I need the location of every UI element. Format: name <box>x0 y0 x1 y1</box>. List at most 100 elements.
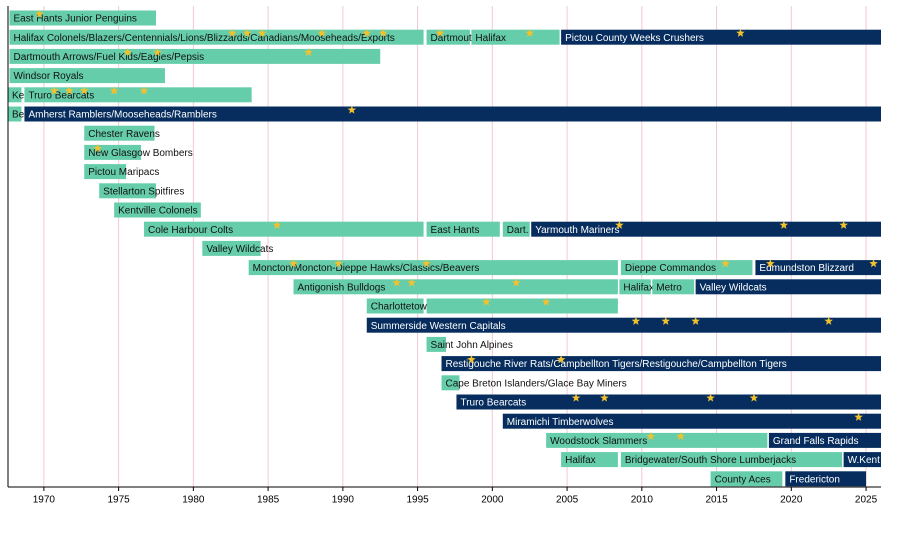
x-tick-label: 2020 <box>780 495 803 506</box>
bar-label: W.Kent <box>848 455 880 466</box>
championship-star <box>378 28 388 37</box>
bar <box>426 221 500 237</box>
bar <box>114 202 201 218</box>
championship-star <box>482 297 491 306</box>
bar <box>84 125 155 141</box>
x-tick-label: 2025 <box>855 495 878 506</box>
championship-star <box>65 86 74 95</box>
bar-label: Halifax <box>623 282 654 293</box>
bar-label: New Glasgow Bombers <box>88 148 192 159</box>
bar-label: Windsor Royals <box>13 71 83 82</box>
championship-star <box>854 412 863 421</box>
championship-star <box>779 220 789 229</box>
championship-star <box>317 28 327 37</box>
bar-label: Valley Wildcats <box>700 282 767 293</box>
championship-star <box>153 47 162 57</box>
bar <box>9 48 381 64</box>
bar-label: Cole Harbour Colts <box>148 225 233 236</box>
bar <box>8 106 22 122</box>
bar <box>620 452 843 468</box>
bar <box>710 471 783 487</box>
bar <box>426 29 470 45</box>
bar-label: Cape Breton Islanders/Glace Bay Miners <box>446 378 627 389</box>
bar-label: East Hants <box>431 225 480 236</box>
championship-star <box>407 278 416 287</box>
bar <box>426 336 446 352</box>
bar <box>24 87 252 103</box>
bar-label: Moncton/Moncton-Dieppe Hawks/Classics/Be… <box>253 263 480 274</box>
bar <box>24 106 882 122</box>
bar-label: Truro Bearcats <box>28 90 94 101</box>
bar-label: Chester Ravens <box>88 129 160 140</box>
bar <box>441 356 881 372</box>
bar-label: Antigonish Bulldogs <box>298 282 386 293</box>
championship-star <box>661 316 671 325</box>
x-tick-label: 2005 <box>556 495 579 506</box>
championship-star <box>541 297 551 306</box>
championship-star <box>691 316 700 325</box>
bar <box>502 221 530 237</box>
bar <box>502 413 881 429</box>
bar-label: Saint John Alpines <box>431 340 513 351</box>
bar <box>695 279 881 295</box>
bar-label: Halifax Colonels/Blazers/Centennials/Lio… <box>13 33 394 44</box>
bar-label: Dartmouth <box>431 33 478 44</box>
championship-star <box>242 28 252 37</box>
bar-label: Amherst Ramblers/Mooseheads/Ramblers <box>28 110 216 121</box>
championship-star <box>123 47 132 57</box>
championship-star <box>631 316 641 325</box>
championship-star <box>721 259 730 268</box>
championship-star <box>766 259 775 268</box>
championship-star <box>50 86 59 95</box>
x-tick-label: 1980 <box>182 495 205 506</box>
bar <box>202 240 261 256</box>
bar <box>366 317 882 333</box>
bar-label: Dartmouth Arrows/Fuel Kids/Eagles/Pepsis <box>13 52 204 63</box>
bar <box>619 279 651 295</box>
bar-label: Kentville Colonels <box>118 206 198 217</box>
championship-star <box>824 316 833 325</box>
x-tick-label: 1975 <box>107 495 130 506</box>
bar <box>546 432 768 448</box>
bar-label: Summerside Western Capitals <box>371 321 506 332</box>
championship-star <box>422 259 431 268</box>
bar-label: Restigouche River Rats/Campbellton Tiger… <box>446 359 787 370</box>
bar-label: Ken. <box>12 90 33 101</box>
bar <box>8 87 22 103</box>
championship-star <box>736 28 745 37</box>
championship-star <box>227 28 237 37</box>
bar-label: Stellarton Spitfires <box>103 186 184 197</box>
bar <box>441 375 460 391</box>
bar-label: Charlottetown Abbies <box>371 302 466 313</box>
championship-star <box>347 105 357 114</box>
bar-label: Dieppe Commandos <box>625 263 716 274</box>
championship-star <box>392 278 401 287</box>
championship-star <box>749 393 759 402</box>
championship-star <box>839 220 848 229</box>
bar <box>561 452 618 468</box>
bar-label: Yarmouth Mariners <box>535 225 619 236</box>
x-tick-label: 2000 <box>481 495 504 506</box>
championship-star <box>93 143 102 153</box>
bar-label: Grand Falls Rapids <box>773 436 859 447</box>
bar <box>843 452 881 468</box>
championship-star <box>257 28 267 37</box>
bar-label: Pictou Maripacs <box>88 167 159 178</box>
bar-label: Woodstock Slammers <box>550 436 647 447</box>
championship-star <box>139 86 149 95</box>
x-tick-label: 1995 <box>406 495 429 506</box>
x-tick-label: 1990 <box>332 495 355 506</box>
bar <box>456 394 881 410</box>
bar <box>248 260 618 276</box>
bar <box>366 298 424 314</box>
bar <box>426 298 618 314</box>
bar-label: Miramichi Timberwolves <box>507 417 614 428</box>
bar-label: Edmundston Blizzard <box>759 263 854 274</box>
championship-star <box>511 278 521 287</box>
bar <box>9 68 165 84</box>
bar <box>620 260 753 276</box>
championship-star <box>109 86 119 95</box>
championship-star <box>615 220 624 229</box>
bar-label: Truro Bearcats <box>460 398 526 409</box>
bar <box>9 10 156 26</box>
